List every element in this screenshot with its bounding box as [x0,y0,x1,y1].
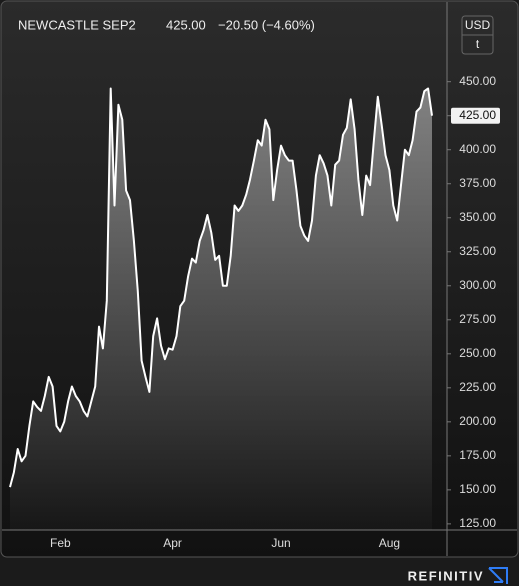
y-tick-label: 250.00 [459,346,496,360]
y-tick-label: 375.00 [459,176,496,190]
brand-logo [488,567,508,584]
y-tick-label: 225.00 [459,380,496,394]
y-tick-label: 200.00 [459,414,496,428]
y-tick-label: 275.00 [459,312,496,326]
currency: USD [465,18,491,32]
price-change: −20.50 (−4.60%) [218,17,315,32]
y-tick-label: 450.00 [459,74,496,88]
x-tick-label: Apr [163,536,182,550]
y-tick-label: 350.00 [459,210,496,224]
y-tick-label: 175.00 [459,448,496,462]
x-tick-label: Jun [271,536,290,550]
brand: REFINITIV [408,568,484,583]
last-price-marker [451,107,500,124]
unit: t [476,37,480,51]
y-tick-label: 300.00 [459,278,496,292]
last-price-label: 425.00 [459,108,496,122]
symbol: NEWCASTLE SEP2 [18,17,136,32]
x-tick-label: Aug [379,536,400,550]
x-tick-label: Feb [50,536,71,550]
price-line [9,87,433,488]
y-tick-label: 150.00 [459,482,496,496]
y-tick-label: 325.00 [459,244,496,258]
last-price: 425.00 [166,17,206,32]
y-tick-label: 125.00 [459,516,496,530]
y-tick-label: 400.00 [459,142,496,156]
